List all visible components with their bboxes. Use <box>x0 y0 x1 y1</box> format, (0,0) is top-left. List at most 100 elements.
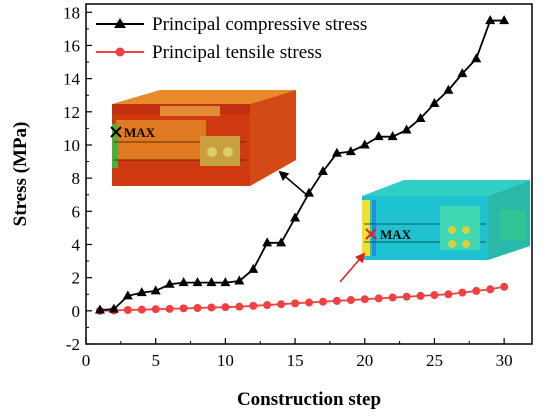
legend: Principal compressive stress Principal t… <box>96 14 367 63</box>
tensile-max-label: MAX <box>380 227 412 242</box>
data-point <box>220 277 231 287</box>
data-point <box>457 68 468 78</box>
data-point <box>500 282 509 291</box>
y-tick-label: -2 <box>66 335 80 354</box>
y-tick-label: 14 <box>63 70 81 89</box>
x-axis-ticks: 0 5 10 15 20 25 30 <box>82 338 513 370</box>
plot-frame <box>85 3 533 345</box>
data-point <box>402 292 411 301</box>
data-point <box>360 295 369 304</box>
data-point <box>305 298 313 307</box>
series-tensile <box>95 282 509 315</box>
data-point <box>94 304 105 314</box>
data-point <box>499 15 510 25</box>
x-tick-label: 15 <box>287 351 304 370</box>
x-tick-label: 30 <box>496 351 513 370</box>
data-point <box>374 294 383 303</box>
data-point <box>179 304 188 313</box>
data-point <box>137 305 146 314</box>
data-point <box>276 237 287 247</box>
legend-entry-tensile: Principal tensile stress <box>96 42 322 63</box>
data-point <box>318 297 327 306</box>
x-tick-label: 0 <box>82 351 91 370</box>
x-tick-label: 25 <box>426 351 443 370</box>
y-tick-label: 18 <box>63 3 80 22</box>
data-point <box>486 285 495 294</box>
data-point <box>151 305 160 314</box>
data-point <box>415 112 426 122</box>
data-point <box>136 287 147 297</box>
tensile-pointer-arrow <box>339 252 366 283</box>
y-tick-label: 2 <box>72 269 81 288</box>
data-point <box>444 290 453 299</box>
y-axis-title: Stress (MPa) <box>10 122 31 227</box>
data-point <box>123 306 132 314</box>
data-point <box>150 285 161 295</box>
data-point <box>263 301 272 310</box>
data-point <box>401 124 412 134</box>
data-point <box>165 304 174 313</box>
series-line <box>99 285 505 312</box>
data-point <box>430 291 439 300</box>
data-point <box>387 131 398 141</box>
y-tick-label: 12 <box>63 103 80 122</box>
compressive-stress-contour-inset <box>112 90 296 186</box>
x-tick-label: 5 <box>151 351 160 370</box>
data-point <box>277 300 286 309</box>
data-point <box>332 296 341 305</box>
x-axis-title: Construction step <box>237 389 381 410</box>
data-point <box>291 299 300 308</box>
legend-circle-marker <box>115 47 125 57</box>
data-point <box>388 293 397 302</box>
data-point <box>249 301 258 310</box>
legend-label-tensile: Principal tensile stress <box>152 42 322 63</box>
data-point <box>262 237 273 247</box>
data-point <box>317 166 328 176</box>
data-point <box>443 84 454 94</box>
x-tick-label: 10 <box>217 351 234 370</box>
y-tick-label: 10 <box>63 136 80 155</box>
legend-label-compressive: Principal compressive stress <box>152 14 367 35</box>
compressive-max-marker: MAX <box>110 125 156 140</box>
data-point <box>192 277 203 287</box>
y-tick-label: 16 <box>63 36 80 55</box>
legend-entry-compressive: Principal compressive stress <box>96 14 367 35</box>
data-point <box>471 53 482 63</box>
data-point <box>346 296 355 305</box>
data-point <box>429 98 440 108</box>
legend-triangle-marker <box>114 18 126 28</box>
compressive-pointer-arrow <box>278 170 309 197</box>
data-point <box>122 290 133 300</box>
series-layer <box>94 15 510 315</box>
data-point <box>206 277 217 287</box>
y-tick-label: 4 <box>72 235 81 254</box>
data-point <box>248 263 259 273</box>
data-point <box>290 212 301 222</box>
data-point <box>458 288 467 297</box>
data-point <box>235 302 244 311</box>
data-point <box>485 15 496 25</box>
data-point <box>416 291 425 300</box>
data-point <box>472 286 481 295</box>
x-tick-label: 20 <box>356 351 373 370</box>
data-point <box>359 139 370 149</box>
y-tick-label: 6 <box>72 202 81 221</box>
y-axis-ticks: -2 0 2 4 6 8 10 12 14 16 18 <box>63 3 92 354</box>
compressive-max-label: MAX <box>124 125 156 140</box>
data-point <box>373 131 384 141</box>
data-point <box>108 303 119 313</box>
data-point <box>304 187 314 197</box>
data-point <box>345 146 356 156</box>
tensile-stress-contour-inset <box>362 180 530 260</box>
data-point <box>178 277 189 287</box>
y-tick-label: 0 <box>72 302 81 321</box>
data-point <box>207 303 216 312</box>
y-tick-label: 8 <box>72 169 81 188</box>
data-point <box>331 147 342 157</box>
data-point <box>221 303 230 312</box>
tensile-max-marker: MAX <box>365 227 412 242</box>
data-point <box>193 304 202 313</box>
series-compressive <box>94 15 510 314</box>
data-point <box>164 278 175 288</box>
